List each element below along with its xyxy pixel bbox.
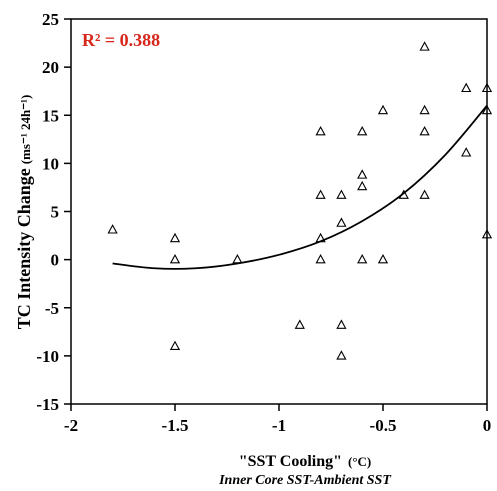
y-tick-label: 20 bbox=[42, 58, 59, 77]
data-point bbox=[169, 340, 181, 350]
y-tick-label: 10 bbox=[42, 154, 59, 173]
x-tick-label: 0 bbox=[483, 416, 492, 435]
x-tick-label: -1 bbox=[272, 416, 286, 435]
r-squared-annotation: R² = 0.388 bbox=[82, 30, 160, 50]
data-point bbox=[419, 125, 430, 136]
data-point bbox=[336, 319, 347, 329]
data-point bbox=[336, 350, 347, 360]
data-point bbox=[419, 41, 430, 51]
data-point bbox=[315, 253, 326, 264]
data-point bbox=[336, 217, 347, 227]
data-point bbox=[398, 189, 409, 199]
data-points bbox=[107, 41, 493, 360]
data-point bbox=[169, 253, 181, 264]
data-point bbox=[377, 104, 389, 115]
y-tick-label: -15 bbox=[36, 395, 59, 414]
data-point bbox=[357, 125, 368, 136]
data-point bbox=[419, 104, 430, 115]
data-point bbox=[294, 319, 305, 329]
data-point bbox=[315, 125, 326, 136]
data-point bbox=[336, 189, 347, 199]
polynomial-trendline bbox=[112, 105, 488, 270]
y-axis: -15 -10 -5 0 5 10 15 20 25 bbox=[36, 10, 71, 414]
data-point bbox=[232, 253, 243, 264]
plot-area-frame bbox=[70, 18, 488, 405]
data-point bbox=[481, 104, 493, 115]
x-axis-subtitle: Inner Core SST-Ambient SST bbox=[218, 473, 392, 488]
x-axis-title: "SST Cooling" (°C) bbox=[239, 453, 372, 470]
y-tick-label: 5 bbox=[51, 203, 60, 222]
data-point bbox=[357, 253, 368, 264]
y-tick-label: 0 bbox=[51, 251, 60, 270]
data-point bbox=[481, 228, 493, 239]
data-point bbox=[419, 189, 430, 199]
data-point bbox=[169, 232, 181, 243]
data-point bbox=[461, 82, 472, 93]
y-axis-label: TC Intensity Change bbox=[14, 168, 34, 329]
data-point bbox=[315, 189, 326, 199]
y-tick-label: 15 bbox=[42, 106, 59, 125]
data-point bbox=[357, 169, 368, 179]
x-tick-label: -1.5 bbox=[162, 416, 189, 435]
data-point bbox=[481, 82, 493, 93]
x-tick-label: -2 bbox=[64, 416, 78, 435]
y-tick-label: 25 bbox=[42, 10, 59, 29]
data-point bbox=[107, 224, 118, 234]
y-axis-title: TC Intensity Change (ms⁻¹ 24h⁻¹) bbox=[14, 95, 34, 330]
data-point bbox=[377, 253, 389, 264]
y-axis-unit: (ms⁻¹ 24h⁻¹) bbox=[18, 95, 33, 165]
y-tick-label: -5 bbox=[45, 299, 59, 318]
x-axis-unit: (°C) bbox=[348, 454, 371, 469]
x-axis: -2 -1.5 -1 -0.5 0 bbox=[64, 404, 491, 435]
y-tick-label: -10 bbox=[36, 347, 59, 366]
x-tick-label: -0.5 bbox=[370, 416, 397, 435]
x-axis-label: "SST Cooling" bbox=[239, 453, 342, 470]
data-point bbox=[357, 180, 368, 191]
data-point bbox=[461, 147, 472, 157]
data-point bbox=[315, 232, 326, 243]
